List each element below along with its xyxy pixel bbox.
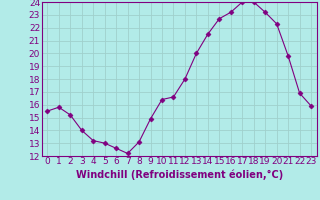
X-axis label: Windchill (Refroidissement éolien,°C): Windchill (Refroidissement éolien,°C) xyxy=(76,169,283,180)
